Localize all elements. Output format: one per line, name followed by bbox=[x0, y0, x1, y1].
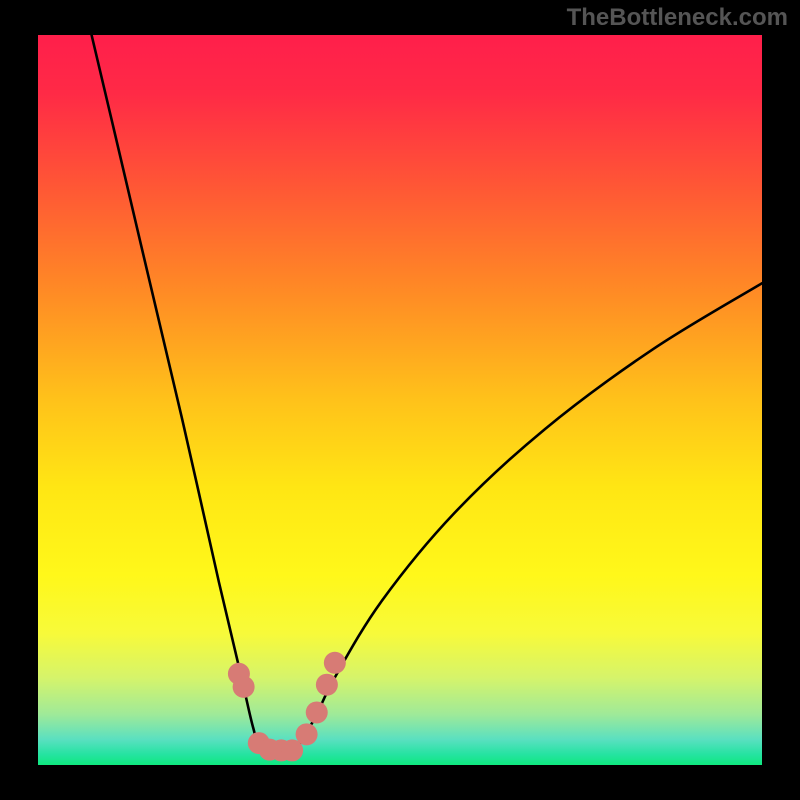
gradient-background bbox=[38, 35, 762, 765]
watermark-text: TheBottleneck.com bbox=[567, 4, 788, 32]
chart-stage: TheBottleneck.com bbox=[0, 0, 800, 800]
curve-marker bbox=[306, 701, 328, 723]
curve-marker bbox=[233, 676, 255, 698]
chart-svg bbox=[0, 0, 800, 800]
curve-marker bbox=[324, 652, 346, 674]
curve-marker bbox=[296, 723, 318, 745]
curve-marker bbox=[316, 674, 338, 696]
